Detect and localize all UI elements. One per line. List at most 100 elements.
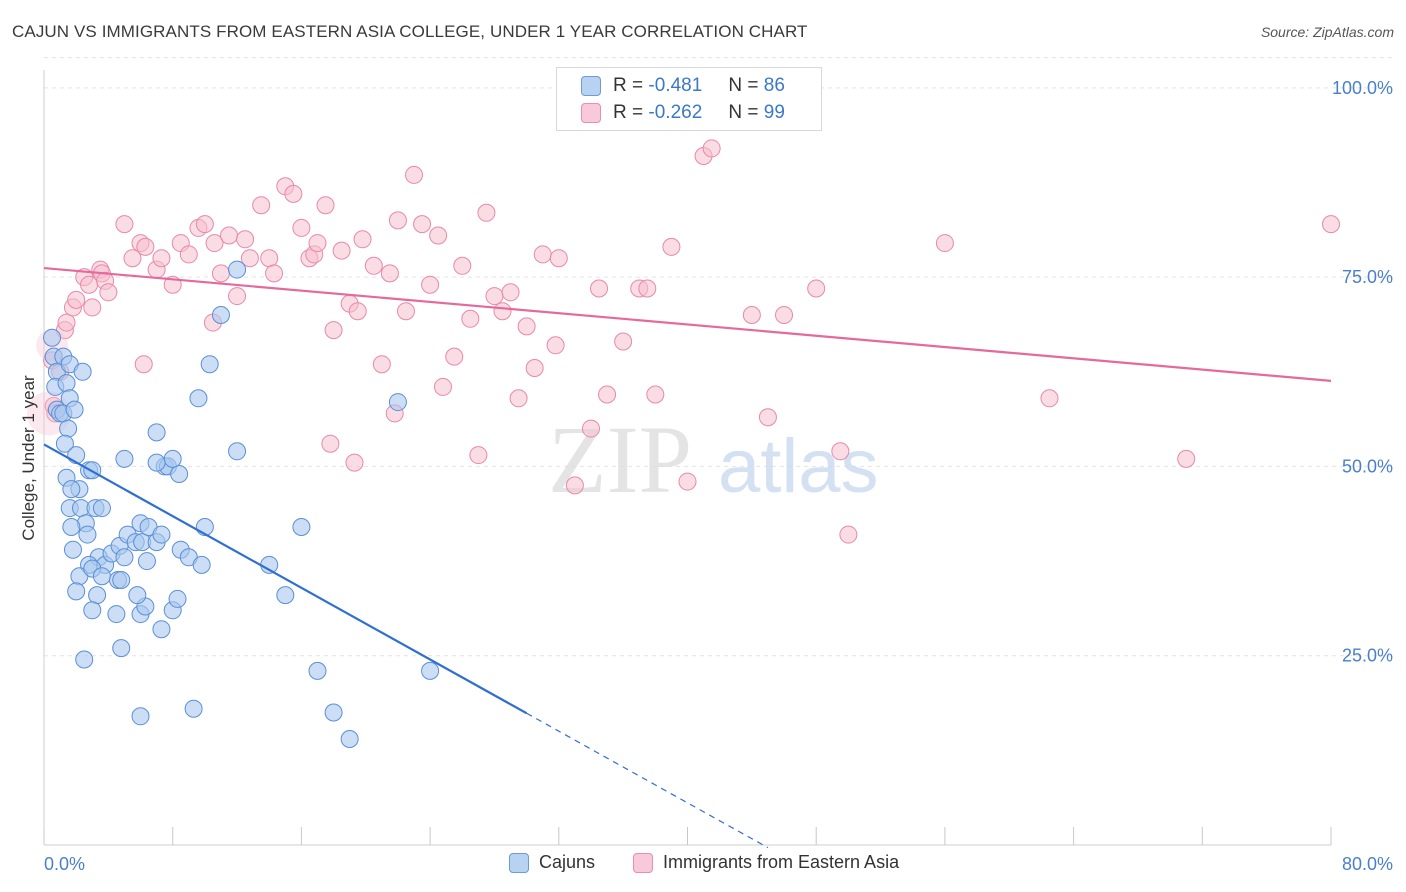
point-immigrants bbox=[292, 218, 311, 237]
point-cajuns bbox=[340, 730, 359, 748]
point-immigrants bbox=[332, 241, 351, 260]
chart-title: CAJUN VS IMMIGRANTS FROM EASTERN ASIA CO… bbox=[12, 22, 808, 41]
point-immigrants bbox=[935, 234, 954, 253]
point-immigrants bbox=[265, 264, 284, 283]
cajuns-points bbox=[43, 260, 440, 748]
point-immigrants bbox=[646, 385, 665, 404]
legend-item-cajuns: Cajuns bbox=[509, 852, 595, 873]
point-cajuns bbox=[211, 306, 230, 324]
point-cajuns bbox=[59, 419, 78, 438]
source-label: Source: ZipAtlas.com bbox=[1260, 24, 1394, 40]
point-immigrants bbox=[517, 317, 536, 336]
point-cajuns bbox=[115, 449, 134, 468]
point-cajuns bbox=[83, 601, 102, 620]
point-immigrants bbox=[353, 230, 372, 249]
point-immigrants bbox=[308, 234, 327, 253]
point-immigrants bbox=[453, 256, 472, 275]
n-value: 99 bbox=[763, 102, 785, 123]
y-tick-label: 25.0% bbox=[1342, 646, 1393, 666]
n-value: 86 bbox=[763, 75, 785, 96]
y-tick-labels: 25.0% 50.0% 75.0% 100.0% bbox=[1332, 78, 1393, 666]
point-immigrants bbox=[316, 196, 335, 215]
point-immigrants bbox=[405, 165, 424, 184]
point-immigrants bbox=[348, 302, 367, 321]
legend-label-immigrants: Immigrants from Eastern Asia bbox=[663, 852, 900, 872]
point-cajuns bbox=[184, 699, 203, 718]
trend-lines bbox=[43, 266, 1332, 849]
legend-item-immigrants: Immigrants from Eastern Asia bbox=[633, 852, 899, 873]
point-immigrants bbox=[228, 287, 247, 306]
stats-row-immigrants: R = -0.262 N = 99 bbox=[581, 100, 785, 126]
point-cajuns bbox=[421, 661, 440, 680]
point-cajuns bbox=[65, 400, 84, 419]
point-cajuns bbox=[388, 393, 407, 412]
point-immigrants bbox=[581, 419, 600, 438]
point-immigrants bbox=[614, 332, 633, 351]
point-cajuns bbox=[228, 442, 247, 461]
point-immigrants bbox=[388, 211, 407, 230]
point-immigrants bbox=[469, 446, 488, 465]
point-immigrants bbox=[702, 139, 721, 158]
point-cajuns bbox=[128, 586, 147, 605]
point-cajuns bbox=[152, 525, 171, 544]
point-immigrants bbox=[1177, 449, 1196, 468]
point-immigrants bbox=[67, 290, 86, 309]
point-immigrants bbox=[831, 442, 850, 461]
point-cajuns bbox=[324, 703, 343, 722]
stats-row-cajuns: R = -0.481 N = 86 bbox=[581, 73, 785, 99]
point-immigrants bbox=[662, 237, 681, 256]
point-immigrants bbox=[638, 279, 657, 298]
point-immigrants bbox=[134, 355, 153, 374]
point-cajuns bbox=[55, 434, 74, 453]
point-immigrants bbox=[501, 283, 520, 302]
point-cajuns bbox=[308, 661, 327, 680]
point-immigrants bbox=[57, 313, 76, 332]
point-immigrants bbox=[485, 287, 504, 306]
point-immigrants bbox=[525, 359, 544, 377]
point-immigrants bbox=[758, 408, 777, 427]
point-cajuns bbox=[75, 650, 94, 669]
point-cajuns bbox=[107, 605, 126, 624]
point-cajuns bbox=[147, 423, 166, 442]
stats-legend: R = -0.481 N = 86 R = -0.262 N = 99 bbox=[556, 67, 822, 131]
point-cajuns bbox=[92, 567, 111, 586]
point-cajuns bbox=[168, 589, 187, 608]
point-cajuns bbox=[43, 328, 62, 347]
x-ticks bbox=[43, 827, 1332, 845]
point-immigrants bbox=[549, 249, 568, 268]
point-immigrants bbox=[429, 226, 448, 245]
point-immigrants bbox=[252, 196, 271, 215]
point-cajuns bbox=[137, 552, 156, 571]
point-immigrants bbox=[775, 306, 794, 324]
point-immigrants bbox=[136, 237, 155, 256]
legend-swatch-blue bbox=[509, 852, 529, 873]
point-immigrants bbox=[152, 249, 171, 268]
point-cajuns bbox=[78, 525, 97, 544]
legend-swatch-pink bbox=[633, 852, 653, 873]
point-immigrants bbox=[83, 298, 102, 317]
point-immigrants bbox=[380, 264, 399, 283]
y-tick-label: 50.0% bbox=[1342, 456, 1393, 476]
point-cajuns bbox=[112, 639, 131, 658]
point-immigrants bbox=[123, 249, 142, 268]
legend-label-cajuns: Cajuns bbox=[539, 852, 596, 872]
point-immigrants bbox=[839, 525, 858, 544]
watermark-zip: ZIP bbox=[548, 406, 692, 513]
point-immigrants bbox=[742, 306, 761, 324]
point-immigrants bbox=[546, 336, 565, 355]
n-label: N = bbox=[728, 75, 759, 96]
point-cajuns bbox=[62, 518, 81, 536]
point-immigrants bbox=[372, 355, 391, 374]
point-cajuns bbox=[73, 362, 92, 381]
blue-swatch bbox=[581, 76, 601, 96]
point-immigrants bbox=[493, 302, 512, 321]
point-immigrants bbox=[345, 453, 364, 472]
point-immigrants bbox=[321, 434, 340, 453]
point-cajuns bbox=[163, 449, 182, 468]
point-immigrants bbox=[205, 234, 224, 253]
point-cajuns bbox=[67, 446, 86, 465]
point-cajuns bbox=[88, 586, 107, 605]
point-cajuns bbox=[57, 374, 76, 393]
point-immigrants bbox=[598, 385, 617, 404]
